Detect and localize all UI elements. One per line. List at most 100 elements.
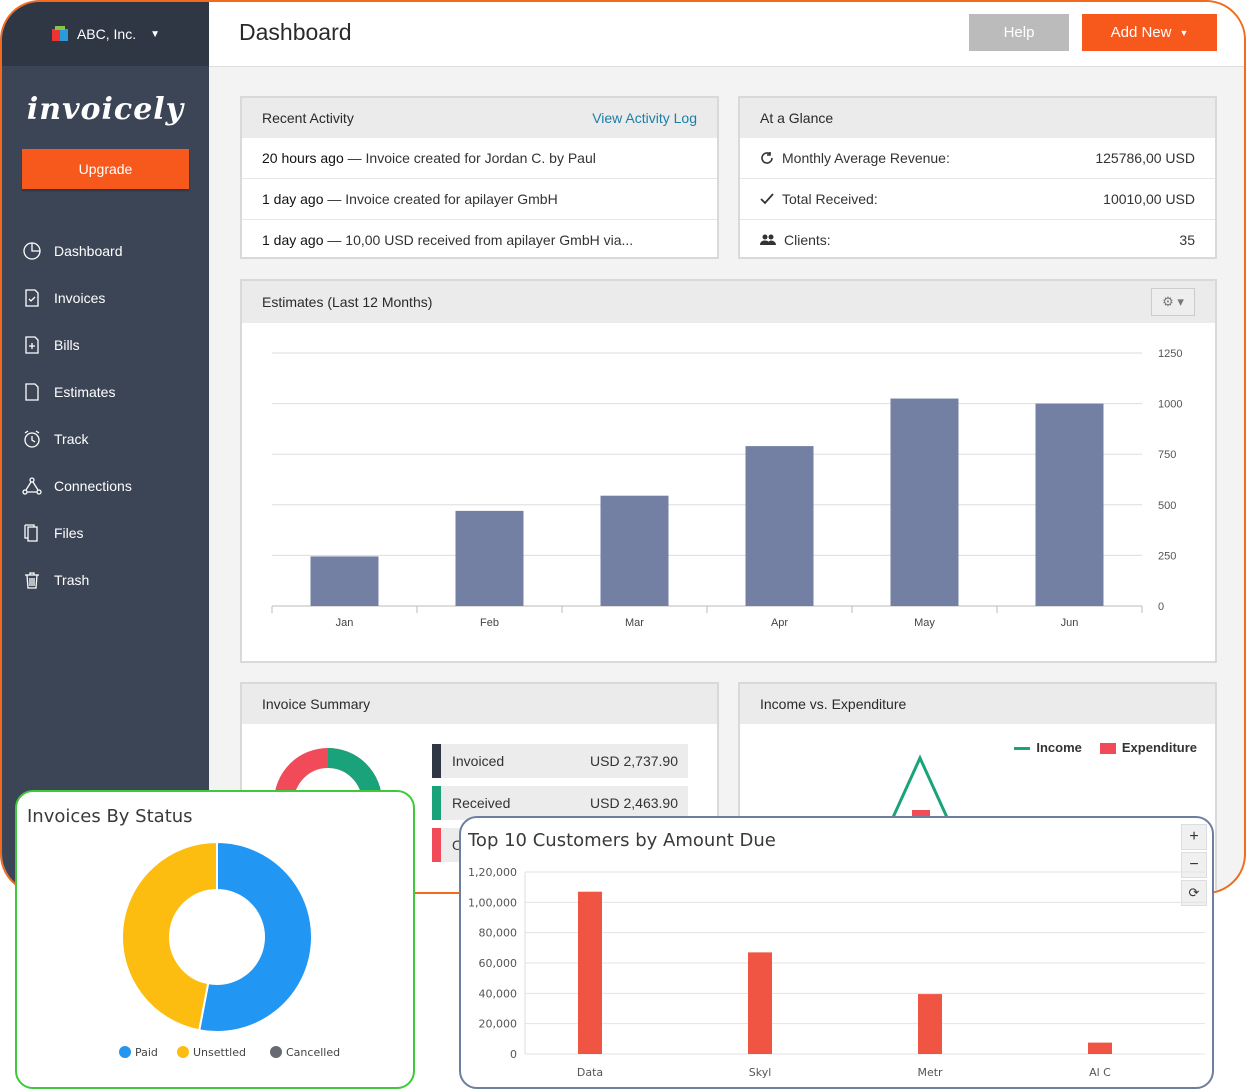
upgrade-button[interactable]: Upgrade [22, 149, 189, 189]
summary-value: USD 2,463.90 [590, 795, 678, 811]
x-tick-label: Al C [1089, 1066, 1111, 1079]
panel-title: Recent Activity [262, 110, 354, 126]
card-title: Top 10 Customers by Amount Due [468, 830, 776, 851]
sidebar-item-trash[interactable]: Trash [2, 556, 209, 603]
legend-label: Expenditure [1121, 740, 1197, 755]
x-tick-label: Mar [625, 617, 644, 629]
glance-value: 125786,00 USD [1095, 150, 1195, 166]
sidebar-item-label: Bills [54, 336, 80, 353]
sidebar-item-estimates[interactable]: Estimates [2, 368, 209, 415]
x-tick-label: Jun [1061, 617, 1079, 629]
glance-row: Clients: 35 [740, 220, 1215, 260]
x-tick-label: May [914, 617, 935, 629]
bar-mar [600, 495, 669, 606]
sidebar-item-connections[interactable]: Connections [2, 462, 209, 509]
page-title: Dashboard [239, 19, 352, 45]
summary-color-bar [432, 786, 441, 820]
y-tick-label: 40,000 [479, 987, 518, 1000]
x-tick-label: Data [577, 1066, 603, 1079]
gear-icon[interactable]: ⚙ ▾ [1151, 288, 1195, 316]
refresh-icon [761, 152, 773, 164]
sidebar-item-label: Invoices [54, 289, 106, 306]
bar-jun [1035, 403, 1104, 606]
reset-zoom-button[interactable]: ⟳ [1181, 880, 1207, 906]
zoom-out-button[interactable]: − [1181, 852, 1207, 878]
legend-swatch [1099, 743, 1116, 755]
chevron-down-icon: ▼ [1179, 27, 1189, 38]
legend-swatch-paid [119, 1046, 131, 1058]
activity-text: — Invoice created for Jordan C. by Paul [343, 150, 596, 166]
x-tick-label: Apr [771, 617, 788, 629]
summary-label: Received [452, 795, 511, 811]
panel-header: Recent Activity View Activity Log [242, 98, 717, 138]
panel-title: Income vs. Expenditure [760, 696, 907, 712]
add-new-button[interactable]: Add New ▼ [1082, 14, 1217, 51]
donut-slice-paid [198, 840, 313, 1033]
legend-label: Unsettled [193, 1046, 246, 1059]
top-bar: Dashboard Help Add New ▼ [209, 2, 1244, 67]
sidebar: ABC, Inc. ▼ invoicely Upgrade Dashboard … [2, 2, 209, 892]
panel-title: At a Glance [760, 110, 834, 126]
sidebar-item-invoices[interactable]: Invoices [2, 274, 209, 321]
panel-header: At a Glance [740, 98, 1215, 138]
glance-label: Monthly Average Revenue: [782, 150, 950, 166]
top-customers-card: Top 10 Customers by Amount Due + − ⟳ 0 20… [459, 816, 1214, 1089]
bar-skyl [748, 952, 772, 1054]
activity-row[interactable]: 1 day ago — 10,00 USD received from apil… [242, 220, 717, 260]
sidebar-nav: Dashboard Invoices Bills Estimates Track… [2, 227, 209, 603]
sidebar-item-dashboard[interactable]: Dashboard [2, 227, 209, 274]
chevron-down-icon[interactable]: ▼ [150, 28, 161, 40]
add-new-label: Add New [1110, 24, 1172, 41]
network-icon [22, 476, 42, 495]
y-tick-label: 20,000 [479, 1018, 518, 1031]
activity-text: — 10,00 USD received from apilayer GmbH … [323, 232, 634, 248]
panel-header: Estimates (Last 12 Months) ⚙ ▾ [242, 281, 1215, 323]
legend-expenditure[interactable]: Expenditure [1099, 740, 1197, 755]
x-tick-label: Feb [480, 617, 499, 629]
invoice-icon [25, 288, 39, 307]
help-button[interactable]: Help [969, 14, 1069, 51]
y-tick-label: 1000 [1158, 399, 1182, 411]
y-tick-label: 750 [1158, 449, 1176, 461]
y-tick-label: 0 [1158, 601, 1164, 613]
legend-label: Income [1036, 740, 1082, 755]
view-activity-log-link[interactable]: View Activity Log [592, 110, 697, 126]
activity-time: 20 hours ago [262, 150, 344, 166]
users-icon [760, 234, 776, 245]
card-title: Invoices By Status [27, 806, 193, 827]
legend-swatch-unsettled [177, 1046, 189, 1058]
bar-jan [310, 556, 379, 606]
sidebar-item-label: Connections [54, 477, 132, 494]
summary-row-invoiced[interactable]: Invoiced USD 2,737.90 [432, 744, 688, 778]
company-name: ABC, Inc. [76, 26, 137, 42]
sidebar-item-track[interactable]: Track [2, 415, 209, 462]
recent-activity-panel: Recent Activity View Activity Log 20 hou… [240, 96, 719, 259]
legend-income[interactable]: Income [1014, 740, 1082, 755]
summary-value: USD 2,737.90 [590, 753, 678, 769]
at-a-glance-panel: At a Glance Monthly Average Revenue: 125… [738, 96, 1217, 259]
activity-row[interactable]: 1 day ago — Invoice created for apilayer… [242, 179, 717, 220]
activity-time: 1 day ago [262, 232, 324, 248]
check-icon [760, 193, 774, 205]
donut-slice-unsettled [121, 840, 218, 1032]
sidebar-item-bills[interactable]: Bills [2, 321, 209, 368]
x-tick-label: Metr [917, 1066, 943, 1079]
glance-label: Clients: [784, 232, 831, 248]
activity-row[interactable]: 20 hours ago — Invoice created for Jorda… [242, 138, 717, 179]
y-tick-label: 1,00,000 [468, 896, 517, 909]
bar-may [890, 398, 959, 606]
bar-data [578, 891, 602, 1054]
zoom-in-button[interactable]: + [1181, 824, 1207, 850]
estimates-chart: 0 250 500 750 1000 1250 Jan Feb Mar Apr May Jun [271, 348, 1182, 629]
cube-logo-icon [51, 25, 69, 43]
summary-label: Invoiced [452, 753, 505, 769]
company-switcher[interactable]: ABC, Inc. ▼ [2, 2, 209, 66]
panel-title: Invoice Summary [262, 696, 371, 712]
legend-label: Cancelled [286, 1046, 340, 1059]
bill-icon [25, 335, 39, 354]
x-tick-label: Jan [336, 617, 354, 629]
document-icon [25, 382, 39, 401]
glance-label: Total Received: [782, 191, 878, 207]
sidebar-item-files[interactable]: Files [2, 509, 209, 556]
summary-row-received[interactable]: Received USD 2,463.90 [432, 786, 688, 820]
